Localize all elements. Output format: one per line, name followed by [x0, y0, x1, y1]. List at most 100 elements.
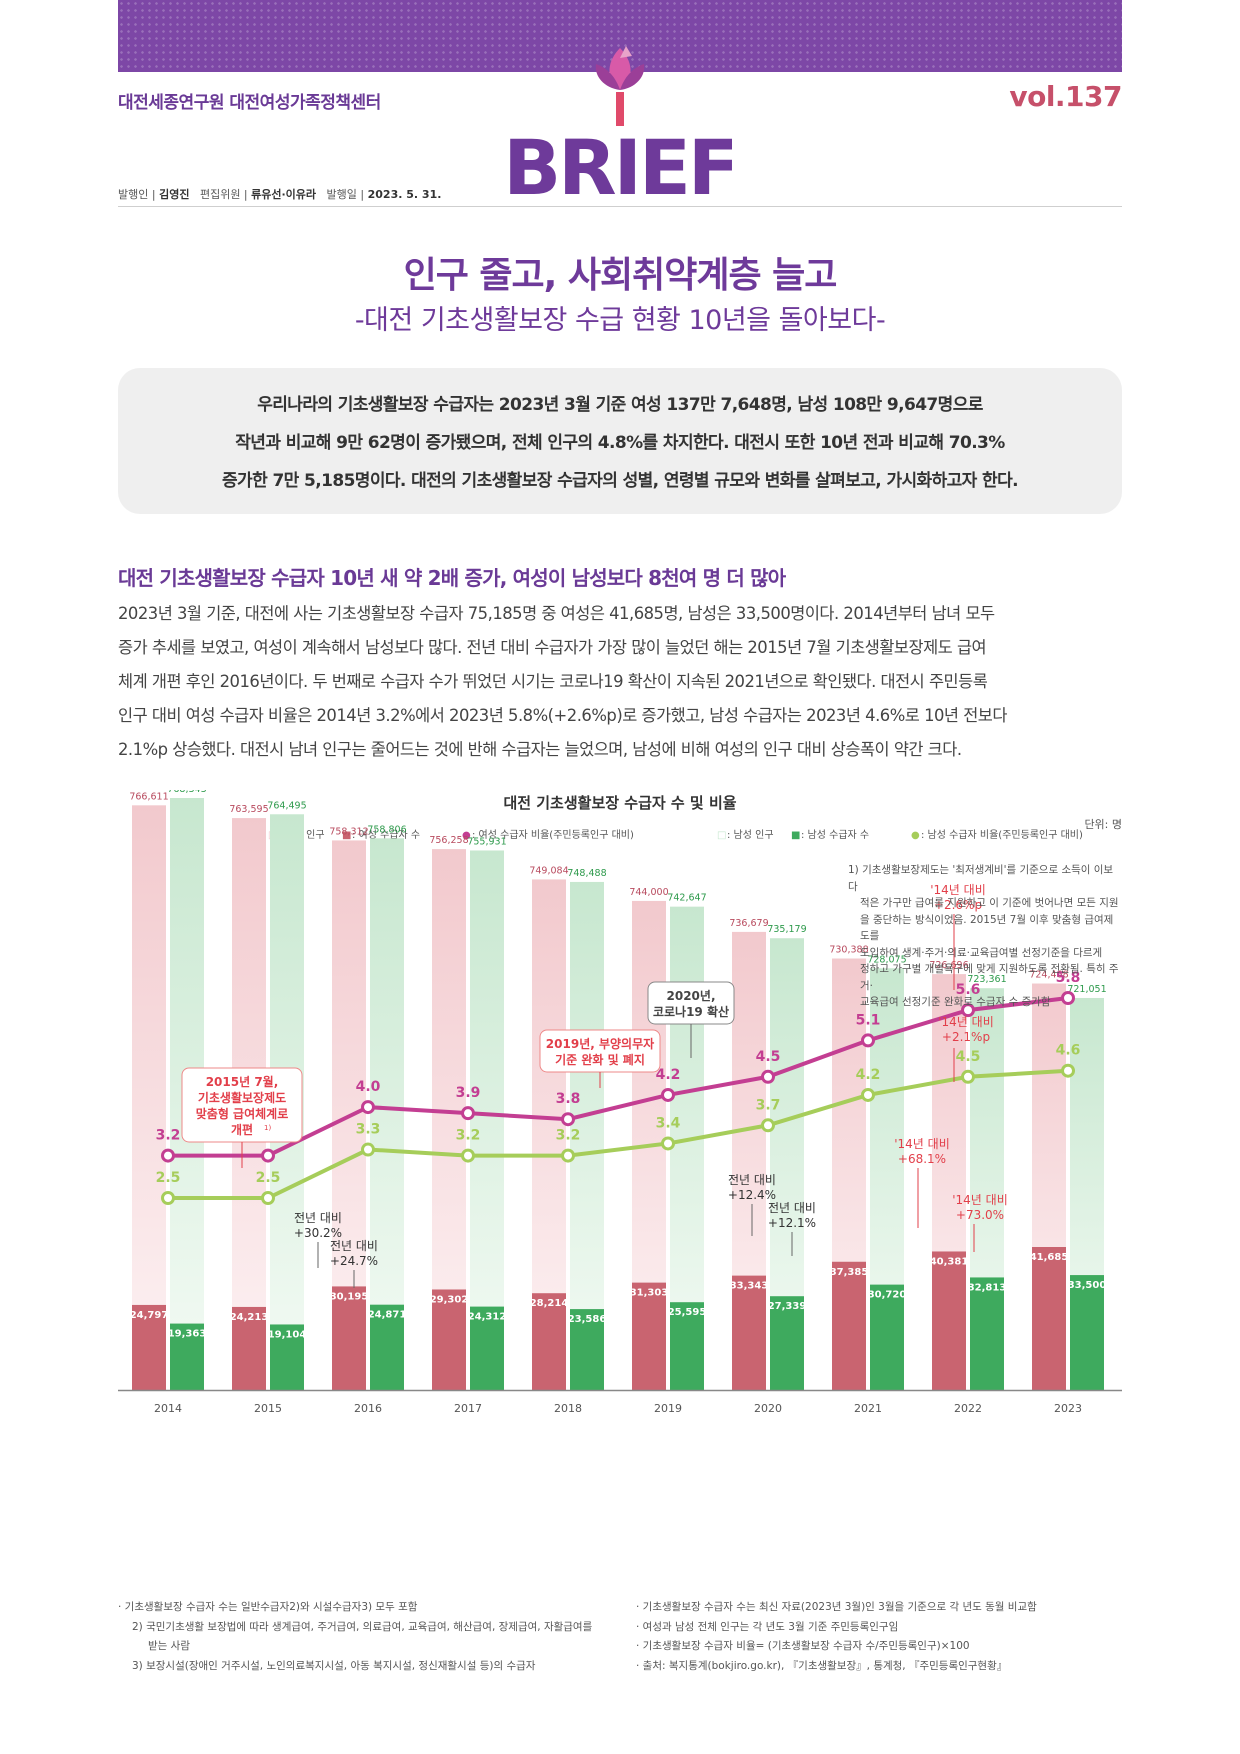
- male-population-label: 755,931: [467, 836, 506, 847]
- female-ratio-label: 4.5: [756, 1049, 781, 1065]
- male-recipient-bar: [770, 1296, 804, 1390]
- male-ratio-label: 3.2: [456, 1128, 481, 1144]
- x-tick-label: 2023: [1054, 1402, 1082, 1415]
- male-population-label: 764,495: [267, 800, 306, 811]
- male-ratio-point: [761, 1118, 775, 1133]
- female-population-label: 749,084: [529, 865, 568, 876]
- female-recipient-label: 31,303: [630, 1288, 669, 1299]
- male-ratio-point: [1061, 1063, 1075, 1078]
- chart-unit: 단위: 명: [1084, 818, 1122, 831]
- female-recipient-label: 41,685: [1030, 1252, 1069, 1263]
- male-recipient-bar: [970, 1277, 1004, 1390]
- female-recipient-bar: [932, 1251, 966, 1390]
- x-tick-label: 2016: [354, 1402, 382, 1415]
- female-recipient-bar: [632, 1282, 666, 1390]
- female-recipient-label: 28,214: [530, 1298, 569, 1309]
- legend-label: : 여성 수급자 비율(주민등록인구 대비): [472, 829, 634, 841]
- x-tick-label: 2018: [554, 1402, 582, 1415]
- female-ratio-point: [1061, 991, 1075, 1005]
- male-recipient-bar: [170, 1323, 204, 1390]
- relax-callout-text: 2019년, 부양의무자: [546, 1036, 654, 1051]
- body-line: 인구 대비 여성 수급자 비율은 2014년 3.2%에서 2023년 5.8%…: [118, 706, 1007, 725]
- male-ratio-line: [168, 1068, 1069, 1200]
- male-population-label: 723,361: [967, 974, 1006, 985]
- covid-callout-text: 코로나19 확산: [653, 1004, 729, 1019]
- reform-callout-text: 맞춤형 급여체계로: [196, 1106, 289, 1121]
- female-ratio-point: [661, 1087, 675, 1102]
- male-recipient-bar: [570, 1309, 604, 1390]
- female-recipient-bar: [332, 1286, 366, 1390]
- page-title: 인구 줄고, 사회취약계층 늘고: [403, 255, 838, 296]
- female-population-label: 726,696: [929, 960, 968, 971]
- female-ratio-label: 5.6: [956, 982, 981, 998]
- male-recipient-label: 30,720: [868, 1290, 907, 1301]
- female-recipient-bar: [132, 1304, 166, 1390]
- x-tick-label: 2021: [854, 1402, 882, 1415]
- female-ratio-point: [361, 1100, 375, 1115]
- yoy-2016-female: +30.2%: [294, 1226, 342, 1240]
- x-tick-label: 2022: [954, 1402, 982, 1415]
- yoy-2016-male: 전년 대비: [330, 1239, 378, 1253]
- reform-callout-text: 개편: [231, 1122, 253, 1137]
- summary-line: 증가한 7만 5,185명이다. 대전의 기초생활보장 수급자의 성별, 연령별…: [222, 471, 1019, 491]
- female-ratio-label: 5.8: [1056, 970, 1081, 986]
- legend-label: : 남성 인구: [727, 829, 774, 841]
- male-population-label: 721,051: [1067, 984, 1106, 995]
- male-population-label: 728,075: [867, 954, 906, 965]
- female-ratio-point: [961, 1003, 975, 1018]
- brief-logo: BRIEF: [508, 46, 732, 202]
- male-recipient-bar: [470, 1306, 504, 1390]
- female-population-label: 756,258: [429, 835, 468, 846]
- male-population-label: 735,179: [767, 924, 806, 935]
- legend-symbol: ■: [342, 830, 351, 841]
- rate-2023-male: '14년 대비: [938, 1015, 994, 1029]
- female-recipient-label: 33,343: [730, 1281, 769, 1292]
- organization-name: 대전세종연구원 대전여성가족정책센터: [118, 93, 381, 113]
- count-2023-female: +68.1%: [898, 1152, 946, 1166]
- female-recipient-label: 24,797: [130, 1310, 169, 1321]
- body-line: 체계 개편 후인 2016년이다. 두 번째로 수급자 수가 뛰었던 시기는 코…: [118, 672, 988, 691]
- female-population-label: 763,595: [229, 804, 268, 815]
- footnotes-right: · 기초생활보장 수급자 수는 최신 자료(2023년 3월)인 3월을 기준으…: [636, 1601, 1037, 1672]
- female-ratio-point: [461, 1106, 475, 1121]
- count-2023-male: '14년 대비: [952, 1193, 1008, 1207]
- female-recipient-bar: [532, 1293, 566, 1390]
- female-recipient-label: 24,213: [230, 1312, 269, 1323]
- x-tick-label: 2015: [254, 1402, 282, 1415]
- male-recipient-bar: [1070, 1275, 1104, 1390]
- male-recipient-label: 27,339: [768, 1301, 807, 1312]
- male-ratio-point: [561, 1148, 575, 1163]
- reform-callout-text: 2015년 7월,: [206, 1074, 279, 1089]
- male-ratio-label: 2.5: [256, 1170, 281, 1186]
- legend-label: : 남성 수급자 수: [801, 829, 869, 841]
- female-population-label: 736,679: [729, 918, 768, 929]
- flower-icon: [595, 46, 645, 126]
- male-recipient-label: 33,500: [1068, 1280, 1107, 1291]
- publication-info: 발행인 | 김영진 편집위원 | 류유선·이유라 발행일 | 2023. 5. …: [118, 188, 442, 201]
- male-ratio-label: 4.2: [856, 1067, 881, 1083]
- female-recipient-bar: [232, 1306, 266, 1390]
- male-ratio-point: [661, 1136, 675, 1151]
- female-recipient-label: 37,385: [830, 1267, 869, 1278]
- body-line: 2023년 3월 기준, 대전에 사는 기초생활보장 수급자 75,185명 중…: [118, 604, 995, 623]
- male-ratio-label: 4.5: [956, 1049, 981, 1065]
- male-population-label: 742,647: [667, 893, 706, 904]
- male-recipient-bar: [870, 1284, 904, 1390]
- male-ratio-label: 3.3: [356, 1122, 381, 1138]
- relax-callout-text: 기준 완화 및 폐지: [555, 1052, 645, 1067]
- chart-note: 1) 기초생활보장제도는 '최저생계비'를 기준으로 소득이 이보다 적은 가구…: [848, 864, 1119, 1008]
- male-ratio-point: [261, 1191, 275, 1205]
- male-ratio-point: [461, 1148, 475, 1163]
- top-pattern-band: [118, 0, 1122, 72]
- female-recipient-bar: [432, 1289, 466, 1390]
- male-recipient-label: 24,871: [368, 1310, 407, 1321]
- female-ratio-label: 4.0: [356, 1079, 381, 1095]
- yoy-2021-male: +12.1%: [768, 1216, 816, 1230]
- female-recipient-bar: [832, 1261, 866, 1390]
- male-ratio-point: [161, 1191, 175, 1205]
- chart-legend: □ : 여성 인구■ : 여성 수급자 수● : 여성 수급자 비율(주민등록인…: [268, 829, 1083, 841]
- reform-callout-text: 기초생활보장제도: [198, 1090, 286, 1105]
- male-population-bar: [470, 850, 504, 1390]
- body-line: 2.1%p 상승했다. 대전시 남녀 인구는 줄어드는 것에 반해 수급자는 늘…: [118, 740, 962, 759]
